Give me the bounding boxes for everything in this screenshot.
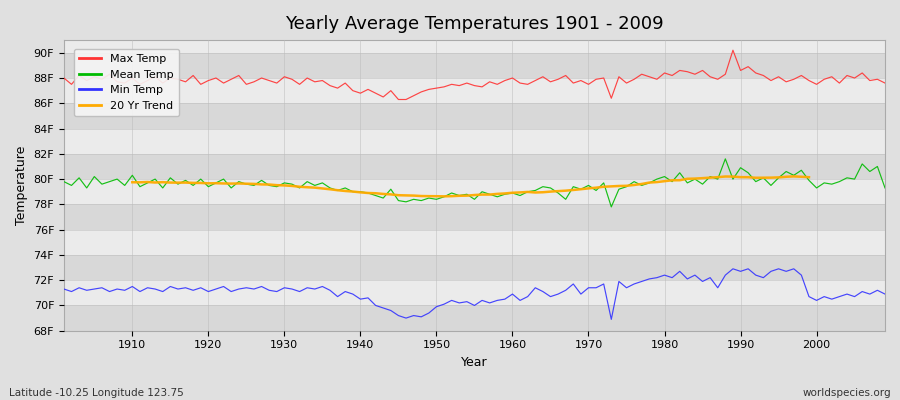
Text: Latitude -10.25 Longitude 123.75: Latitude -10.25 Longitude 123.75	[9, 388, 184, 398]
Legend: Max Temp, Mean Temp, Min Temp, 20 Yr Trend: Max Temp, Mean Temp, Min Temp, 20 Yr Tre…	[74, 48, 179, 116]
Bar	[64, 204, 885, 230]
Bar	[64, 306, 885, 331]
Text: worldspecies.org: worldspecies.org	[803, 388, 891, 398]
Bar	[64, 255, 885, 280]
Bar	[64, 154, 885, 179]
Bar	[64, 103, 885, 128]
X-axis label: Year: Year	[461, 356, 488, 369]
Bar	[64, 53, 885, 78]
Y-axis label: Temperature: Temperature	[15, 146, 28, 225]
Title: Yearly Average Temperatures 1901 - 2009: Yearly Average Temperatures 1901 - 2009	[285, 15, 664, 33]
